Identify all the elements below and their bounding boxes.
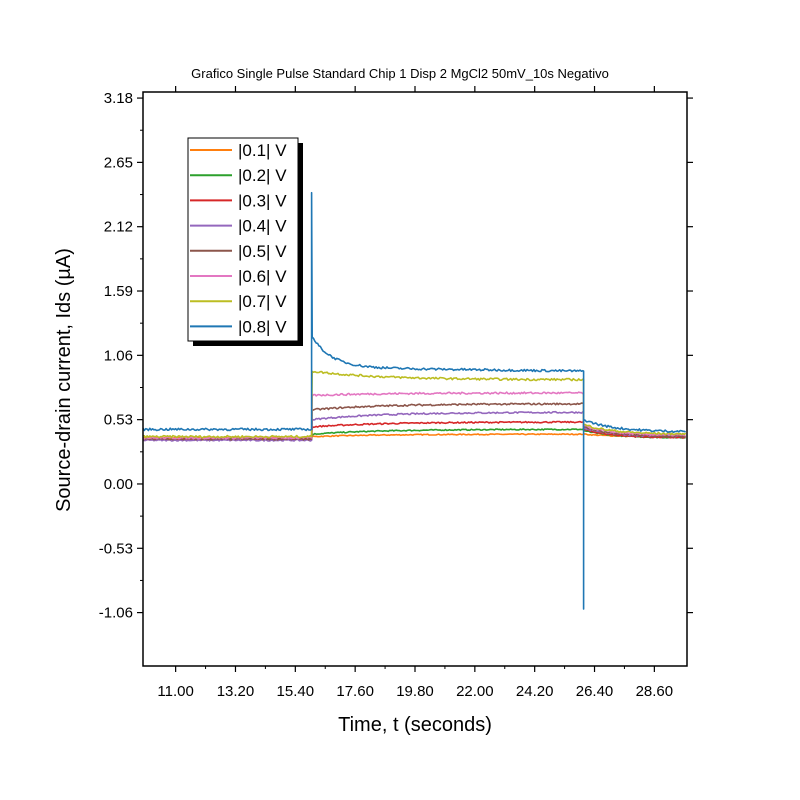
y-tick-label: 0.00 xyxy=(104,476,133,493)
y-axis: 3.18 2.65 2.12 1.59 1.06 0.53 0.00 -0.53 -1.06 xyxy=(99,90,693,622)
legend-label: |0.2| V xyxy=(238,166,287,185)
x-tick-label: 24.20 xyxy=(516,683,554,700)
y-tick-label: 0.53 xyxy=(104,412,133,429)
x-tick-label: 13.20 xyxy=(217,683,255,700)
x-tick-label: 19.80 xyxy=(396,683,434,700)
legend-label: |0.8| V xyxy=(238,317,287,336)
legend-label: |0.5| V xyxy=(238,242,287,261)
y-axis-title: Source-drain current, Ids (µA) xyxy=(53,248,75,512)
legend-label: |0.6| V xyxy=(238,267,287,286)
y-tick-label: 2.65 xyxy=(104,154,133,171)
x-tick-label: 11.00 xyxy=(157,683,193,700)
x-tick-label: 22.00 xyxy=(456,683,494,700)
legend-label: |0.1| V xyxy=(238,141,287,160)
x-tick-label: 28.60 xyxy=(636,683,674,700)
x-axis: 11.00 13.20 15.40 17.60 19.80 22.00 24.20 26.40… xyxy=(157,86,673,700)
y-tick-label: 2.12 xyxy=(104,219,133,236)
y-tick-label: -0.53 xyxy=(99,540,133,557)
y-tick-label: 3.18 xyxy=(104,90,133,107)
x-tick-label: 17.60 xyxy=(336,683,374,700)
chart-title: Grafico Single Pulse Standard Chip 1 Dis… xyxy=(191,66,609,81)
x-tick-label: 26.40 xyxy=(576,683,614,700)
y-tick-label: -1.06 xyxy=(99,605,133,622)
series-line xyxy=(142,191,686,610)
y-tick-label: 1.59 xyxy=(104,283,133,300)
legend-label: |0.7| V xyxy=(238,292,287,311)
series-line xyxy=(143,370,687,439)
legend: |0.1| V |0.2| V |0.3| V |0.4| V |0.5| V |0.6|… xyxy=(187,137,303,346)
legend-label: |0.4| V xyxy=(238,217,287,236)
x-tick-label: 15.40 xyxy=(277,683,315,700)
legend-box xyxy=(187,137,299,342)
legend-label: |0.3| V xyxy=(238,191,287,210)
x-axis-title: Time, t (seconds) xyxy=(338,714,492,736)
y-tick-label: 1.06 xyxy=(104,347,133,364)
plot-lines xyxy=(142,191,687,610)
